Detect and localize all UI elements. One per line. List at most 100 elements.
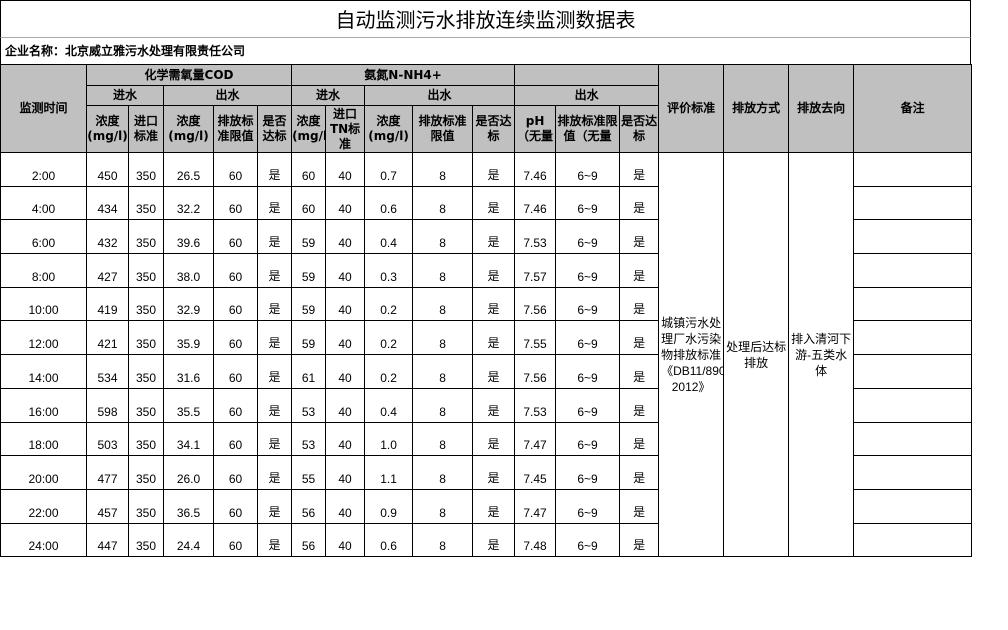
cell-cod-in-conc[interactable]: 421: [86, 320, 129, 356]
cell-remark[interactable]: [853, 185, 973, 221]
cell-cod-ok[interactable]: 是: [256, 421, 293, 457]
cell-nh-in-std[interactable]: 40: [325, 152, 366, 187]
cell-cod-limit[interactable]: 60: [213, 387, 258, 423]
cell-cod-limit[interactable]: 60: [213, 354, 258, 389]
cell-remark[interactable]: [853, 522, 973, 558]
cell-nh-out-conc[interactable]: 0.6: [364, 185, 414, 221]
cell-nh-out-conc[interactable]: 0.4: [364, 219, 414, 255]
cell-ph-ok[interactable]: 是: [619, 421, 660, 457]
cell-nh-out-conc[interactable]: 0.2: [364, 286, 414, 322]
cell-cod-ok[interactable]: 是: [256, 522, 293, 558]
cell-nh-in-std[interactable]: 40: [325, 253, 366, 288]
cell-ph[interactable]: 7.56: [514, 286, 557, 322]
cell-ph-limit[interactable]: 6~9: [555, 488, 621, 524]
cell-ph-ok[interactable]: 是: [619, 320, 660, 356]
eval-standard-cell[interactable]: 城镇污水处理厂水污染物排放标准《DB11/890-2012》: [658, 151, 725, 558]
cell-nh-ok[interactable]: 是: [472, 387, 516, 423]
cell-nh-in-conc[interactable]: 59: [291, 286, 327, 322]
cell-cod-in-std[interactable]: 350: [128, 455, 164, 490]
cell-ph[interactable]: 7.53: [514, 387, 557, 423]
cell-remark[interactable]: [853, 219, 973, 255]
cell-ph-ok[interactable]: 是: [619, 522, 660, 558]
cell-nh-in-std[interactable]: 40: [325, 455, 366, 490]
cell-cod-ok[interactable]: 是: [256, 354, 293, 389]
cell-nh-out-conc[interactable]: 0.4: [364, 387, 414, 423]
cell-remark[interactable]: [853, 387, 973, 423]
cell-nh-ok[interactable]: 是: [472, 455, 516, 490]
cell-cod-in-conc[interactable]: 477: [86, 455, 129, 490]
cell-cod-in-std[interactable]: 350: [128, 421, 164, 457]
cell-cod-limit[interactable]: 60: [213, 253, 258, 288]
cell-cod-limit[interactable]: 60: [213, 286, 258, 322]
cell-cod-in-conc[interactable]: 457: [86, 488, 129, 524]
cell-cod-in-conc[interactable]: 419: [86, 286, 129, 322]
cell-remark[interactable]: [853, 488, 973, 524]
cell-ph[interactable]: 7.47: [514, 488, 557, 524]
cell-cod-in-conc[interactable]: 427: [86, 253, 129, 288]
cell-remark[interactable]: [853, 455, 973, 490]
cell-cod-in-std[interactable]: 350: [128, 488, 164, 524]
cell-nh-ok[interactable]: 是: [472, 320, 516, 356]
cell-nh-out-conc[interactable]: 0.7: [364, 152, 414, 187]
cell-nh-ok[interactable]: 是: [472, 421, 516, 457]
cell-cod-limit[interactable]: 60: [213, 522, 258, 558]
cell-cod-out-conc[interactable]: 26.0: [163, 455, 214, 490]
cell-nh-out-conc[interactable]: 0.2: [364, 320, 414, 356]
cell-cod-ok[interactable]: 是: [256, 320, 293, 356]
cell-cod-ok[interactable]: 是: [256, 152, 293, 187]
cell-nh-ok[interactable]: 是: [472, 286, 516, 322]
cell-nh-limit[interactable]: 8: [412, 152, 474, 187]
cell-cod-ok[interactable]: 是: [256, 286, 293, 322]
cell-time[interactable]: 12:00: [0, 320, 87, 356]
cell-nh-limit[interactable]: 8: [412, 455, 474, 490]
cell-cod-limit[interactable]: 60: [213, 320, 258, 356]
cell-cod-out-conc[interactable]: 35.9: [163, 320, 214, 356]
cell-ph-ok[interactable]: 是: [619, 455, 660, 490]
cell-ph-ok[interactable]: 是: [619, 219, 660, 255]
cell-cod-in-conc[interactable]: 450: [86, 152, 129, 187]
cell-nh-in-std[interactable]: 40: [325, 387, 366, 423]
cell-cod-in-std[interactable]: 350: [128, 387, 164, 423]
cell-cod-ok[interactable]: 是: [256, 455, 293, 490]
cell-nh-limit[interactable]: 8: [412, 185, 474, 221]
cell-cod-limit[interactable]: 60: [213, 455, 258, 490]
cell-nh-in-std[interactable]: 40: [325, 219, 366, 255]
cell-ph-limit[interactable]: 6~9: [555, 219, 621, 255]
discharge-mode-cell[interactable]: 处理后达标排放: [723, 151, 790, 558]
cell-nh-limit[interactable]: 8: [412, 522, 474, 558]
cell-remark[interactable]: [853, 354, 973, 389]
cell-nh-in-std[interactable]: 40: [325, 522, 366, 558]
cell-time[interactable]: 6:00: [0, 219, 87, 255]
cell-cod-in-std[interactable]: 350: [128, 286, 164, 322]
cell-ph-limit[interactable]: 6~9: [555, 152, 621, 187]
cell-cod-limit[interactable]: 60: [213, 185, 258, 221]
cell-ph[interactable]: 7.47: [514, 421, 557, 457]
cell-ph-ok[interactable]: 是: [619, 286, 660, 322]
cell-cod-in-conc[interactable]: 503: [86, 421, 129, 457]
cell-cod-limit[interactable]: 60: [213, 488, 258, 524]
cell-nh-in-conc[interactable]: 60: [291, 152, 327, 187]
cell-ph-limit[interactable]: 6~9: [555, 320, 621, 356]
cell-cod-ok[interactable]: 是: [256, 387, 293, 423]
cell-cod-ok[interactable]: 是: [256, 488, 293, 524]
cell-nh-in-std[interactable]: 40: [325, 354, 366, 389]
cell-nh-out-conc[interactable]: 1.0: [364, 421, 414, 457]
cell-ph-limit[interactable]: 6~9: [555, 421, 621, 457]
cell-nh-ok[interactable]: 是: [472, 253, 516, 288]
cell-ph-ok[interactable]: 是: [619, 488, 660, 524]
cell-nh-ok[interactable]: 是: [472, 522, 516, 558]
cell-cod-limit[interactable]: 60: [213, 421, 258, 457]
cell-time[interactable]: 2:00: [0, 152, 87, 187]
cell-nh-limit[interactable]: 8: [412, 219, 474, 255]
cell-cod-out-conc[interactable]: 26.5: [163, 152, 214, 187]
cell-ph-ok[interactable]: 是: [619, 185, 660, 221]
cell-nh-in-conc[interactable]: 61: [291, 354, 327, 389]
cell-cod-ok[interactable]: 是: [256, 219, 293, 255]
cell-nh-ok[interactable]: 是: [472, 185, 516, 221]
cell-nh-out-conc[interactable]: 0.3: [364, 253, 414, 288]
cell-cod-in-std[interactable]: 350: [128, 354, 164, 389]
cell-remark[interactable]: [853, 320, 973, 356]
cell-ph[interactable]: 7.45: [514, 455, 557, 490]
cell-cod-out-conc[interactable]: 38.0: [163, 253, 214, 288]
cell-nh-out-conc[interactable]: 1.1: [364, 455, 414, 490]
